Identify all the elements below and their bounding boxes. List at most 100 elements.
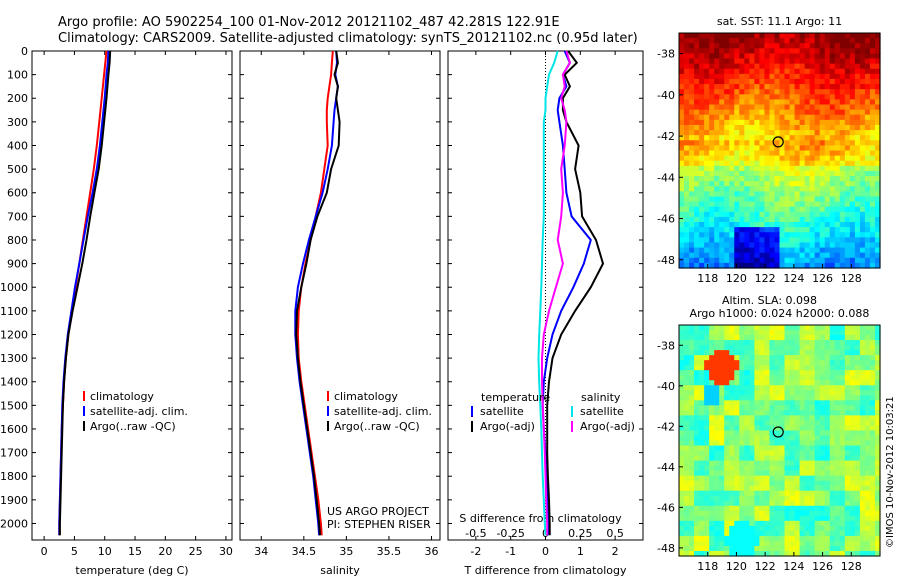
- sla-map-cell: [724, 345, 730, 351]
- sst-map-cell: [719, 232, 725, 238]
- sla-map-cell: [779, 450, 786, 457]
- sst-map-cell: [754, 160, 761, 167]
- sla-map-cell: [764, 390, 771, 396]
- sst-map-cell: [809, 38, 816, 44]
- sst-map-cell: [804, 242, 811, 249]
- sla-map-cell: [724, 525, 730, 532]
- sst-map-cell: [799, 227, 806, 233]
- sla-map-cell: [754, 395, 761, 401]
- sla-map-cell: [774, 460, 781, 467]
- sla-map-cell: [734, 435, 740, 442]
- sla-map-cell: [834, 390, 841, 396]
- sst-map-cell: [734, 78, 740, 85]
- sla-map-cell: [854, 505, 861, 512]
- sla-map-cell: [719, 465, 725, 472]
- sst-map-cell: [719, 201, 725, 208]
- sst-map-cell: [744, 135, 750, 141]
- sla-map-cell: [849, 465, 856, 472]
- sla-map-cell: [709, 330, 715, 336]
- sla-map-cell: [809, 510, 816, 517]
- sst-map-cell: [774, 150, 781, 157]
- sst-map-cell: [809, 211, 816, 218]
- sst-map-cell: [869, 150, 876, 157]
- sst-map-cell: [724, 191, 730, 198]
- sla-map-cell: [834, 365, 841, 371]
- sla-map-cell: [709, 470, 715, 477]
- sla-map-cell: [869, 370, 876, 376]
- sla-map-cell: [714, 330, 720, 336]
- sst-map-cell: [709, 114, 715, 121]
- sst-map-cell: [724, 84, 730, 90]
- sla-map-cell: [719, 455, 725, 462]
- sla-map-cell: [819, 335, 826, 341]
- sst-map-cell: [769, 48, 776, 55]
- sla-map-cell: [784, 545, 791, 552]
- sst-map-cell: [834, 222, 841, 228]
- sla-map-cell: [784, 455, 791, 462]
- sst-map-cell: [839, 170, 846, 177]
- sst-map-cell: [749, 63, 755, 70]
- sla-map-cell: [784, 500, 791, 507]
- sst-map-cell: [694, 124, 700, 131]
- sst-map-cell: [789, 104, 796, 111]
- sst-map-cell: [699, 186, 705, 192]
- sst-map-cell: [724, 38, 730, 44]
- sst-map-cell: [869, 43, 876, 49]
- sst-map-cell: [799, 165, 806, 172]
- sla-map-cell: [754, 515, 761, 522]
- sst-map-cell: [734, 135, 740, 141]
- sla-map-cell: [719, 440, 725, 447]
- sst-map-cell: [859, 150, 866, 157]
- sla-map-cell: [874, 535, 881, 542]
- sst-map-cell: [814, 227, 821, 233]
- sst-map-cell: [749, 252, 755, 259]
- sst-map-cell: [829, 181, 836, 187]
- sst-map-cell: [774, 155, 781, 162]
- sla-map-cell: [814, 515, 821, 522]
- sst-map-cell: [694, 222, 700, 228]
- sla-map-cell: [779, 330, 786, 336]
- sla-map-cell: [754, 475, 761, 482]
- sst-map-cell: [764, 84, 771, 90]
- sst-map-cell: [679, 43, 685, 49]
- sst-map-cell: [714, 78, 720, 85]
- sla-map-cell: [719, 425, 725, 432]
- sla-map-cell: [784, 330, 791, 336]
- sst-map-cell: [849, 43, 856, 49]
- sst-map-cell: [689, 89, 695, 95]
- sst-map-cell: [794, 232, 801, 238]
- sst-map-cell: [844, 216, 851, 223]
- sst-map-cell: [699, 211, 705, 218]
- sla-map-cell: [719, 510, 725, 517]
- sla-map-cell: [809, 355, 816, 361]
- sla-map-cell: [804, 525, 811, 532]
- sla-map-cell: [834, 430, 841, 437]
- sst-map-cell: [689, 130, 695, 136]
- sst-map-cell: [684, 33, 690, 39]
- sla-map-cell: [709, 440, 715, 447]
- sla-map-cell: [679, 350, 685, 356]
- sst-map-cell: [719, 53, 725, 60]
- sla-map-cell: [769, 505, 776, 512]
- sla-map-cell: [809, 485, 816, 492]
- sst-map-cell: [849, 242, 856, 249]
- sla-map-cell: [839, 495, 846, 502]
- sst-map-cell: [684, 237, 690, 244]
- sla-map-cell: [844, 505, 851, 512]
- sst-map-cell: [719, 186, 725, 192]
- sla-map-cell: [734, 425, 740, 432]
- sla-map-cell: [809, 505, 816, 512]
- sst-map-cell: [704, 89, 710, 95]
- sla-map-cell: [844, 455, 851, 462]
- sla-map-cell: [749, 485, 755, 492]
- difference-top-tick-label: 0.5: [606, 527, 624, 540]
- sst-map-cell: [754, 63, 761, 70]
- sla-map-cell: [684, 345, 690, 351]
- sst-map-cell: [699, 206, 705, 213]
- sst-map-cell: [824, 247, 831, 254]
- sst-map-cell: [809, 160, 816, 167]
- sst-map-cell: [779, 53, 786, 60]
- sla-map-cell: [839, 455, 846, 462]
- sst-map-ytick-label: -40: [657, 89, 675, 102]
- sla-map-cell: [764, 500, 771, 507]
